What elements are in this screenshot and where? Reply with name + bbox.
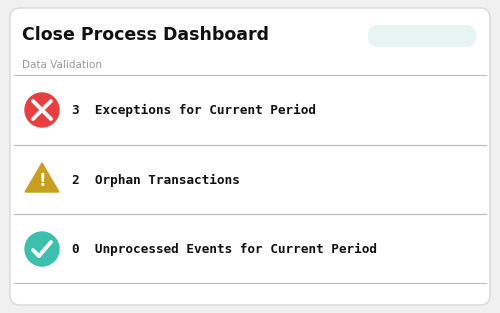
Text: !: !	[38, 172, 46, 190]
Polygon shape	[25, 163, 59, 192]
Text: 0  Unprocessed Events for Current Period: 0 Unprocessed Events for Current Period	[72, 243, 377, 255]
Circle shape	[25, 232, 59, 266]
FancyBboxPatch shape	[10, 8, 490, 305]
Text: 3  Exceptions for Current Period: 3 Exceptions for Current Period	[72, 104, 316, 116]
Text: 2  Orphan Transactions: 2 Orphan Transactions	[72, 173, 240, 187]
Text: Close Process Dashboard: Close Process Dashboard	[22, 26, 269, 44]
Text: Data Validation: Data Validation	[22, 60, 102, 70]
Circle shape	[25, 93, 59, 127]
FancyBboxPatch shape	[368, 25, 476, 47]
